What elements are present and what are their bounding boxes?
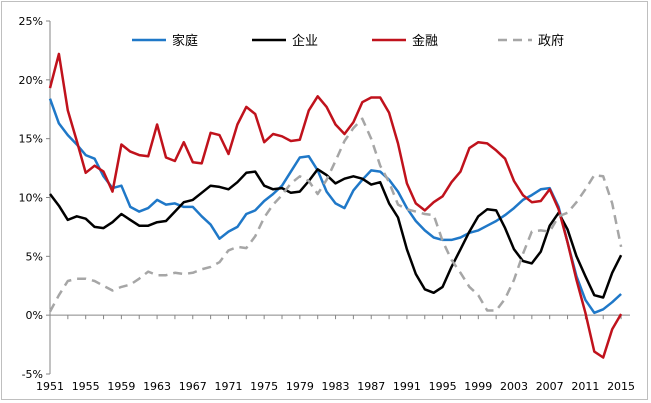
series-line-3 [48, 117, 623, 313]
legend-label-3: 政府 [538, 34, 564, 49]
x-tick-label: 1991 [393, 380, 421, 393]
x-tick-label: 1983 [322, 380, 350, 393]
legend-label-0: 家庭 [172, 33, 198, 49]
y-tick-label: 0% [26, 309, 43, 322]
series-lines [48, 52, 623, 359]
x-tick-label: 2015 [607, 380, 635, 393]
x-tick-label: 2011 [571, 380, 599, 393]
x-tick-label: 1967 [179, 380, 207, 393]
x-tick-label: 1999 [464, 380, 492, 393]
x-tick-label: 1987 [357, 380, 385, 393]
legend: 家庭 企业 金融 政府 [132, 33, 564, 49]
x-tick-label: 1971 [214, 380, 242, 393]
y-tick-label: 15% [19, 133, 43, 146]
y-tick-label: 25% [19, 15, 43, 28]
y-tick-label: 10% [19, 192, 43, 205]
x-tick-label: 2007 [536, 380, 564, 393]
x-tick-label: 1955 [72, 380, 100, 393]
x-tick-label: 2003 [500, 380, 528, 393]
x-tick-label: 1979 [286, 380, 314, 393]
legend-label-2: 金融 [412, 33, 438, 49]
x-tick-label: 1963 [143, 380, 171, 393]
series-line-2 [48, 52, 623, 359]
x-tick-label: 1995 [429, 380, 457, 393]
y-tick-label: 20% [19, 74, 43, 87]
x-tick-label: 1975 [250, 380, 278, 393]
y-tick-label: 5% [26, 250, 43, 263]
legend-label-1: 企业 [292, 33, 318, 49]
x-tick-label: 1959 [107, 380, 135, 393]
y-tick-label: -5% [22, 368, 43, 381]
x-tick-label: 1951 [36, 380, 64, 393]
series-line-1 [49, 168, 623, 299]
axes: -5% 0% 5% 10% 15% 20% 25% 1951 1955 1959 1963 1967 1… [19, 15, 636, 393]
